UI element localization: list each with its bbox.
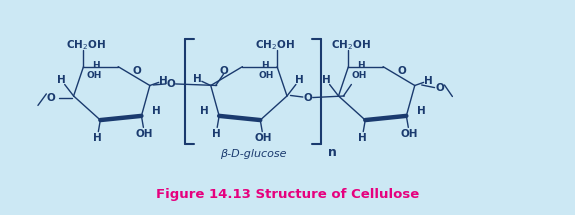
Text: H: H bbox=[57, 75, 66, 85]
Text: H: H bbox=[193, 74, 201, 84]
Text: OH: OH bbox=[135, 129, 152, 139]
Text: H: H bbox=[357, 61, 365, 70]
Text: H: H bbox=[200, 106, 209, 116]
Text: O: O bbox=[132, 66, 141, 76]
Text: OH: OH bbox=[259, 71, 274, 80]
Text: H: H bbox=[159, 76, 168, 86]
Text: O: O bbox=[220, 66, 228, 76]
Text: H: H bbox=[93, 133, 102, 143]
Text: H: H bbox=[92, 61, 99, 70]
Text: β-D-glucose: β-D-glucose bbox=[220, 149, 286, 159]
Text: Figure 14.13 Structure of Cellulose: Figure 14.13 Structure of Cellulose bbox=[156, 188, 419, 201]
Text: O: O bbox=[397, 66, 406, 76]
Text: H: H bbox=[417, 106, 426, 116]
Text: H: H bbox=[358, 133, 367, 143]
Text: H: H bbox=[152, 106, 160, 116]
Text: H: H bbox=[212, 129, 221, 139]
Text: H: H bbox=[294, 75, 303, 85]
Text: n: n bbox=[328, 146, 336, 159]
Text: O: O bbox=[166, 79, 175, 89]
Text: OH: OH bbox=[87, 71, 102, 80]
Text: OH: OH bbox=[400, 129, 417, 139]
Text: OH: OH bbox=[351, 71, 367, 80]
Text: H: H bbox=[261, 61, 269, 70]
Text: O: O bbox=[47, 92, 55, 103]
Text: H: H bbox=[322, 75, 331, 85]
Text: O: O bbox=[435, 83, 444, 93]
Text: CH$_2$OH: CH$_2$OH bbox=[66, 38, 106, 52]
Text: H: H bbox=[424, 76, 433, 86]
Text: OH: OH bbox=[255, 133, 272, 143]
Text: O: O bbox=[304, 92, 312, 103]
Text: CH$_2$OH: CH$_2$OH bbox=[331, 38, 371, 52]
Text: CH$_2$OH: CH$_2$OH bbox=[255, 38, 294, 52]
